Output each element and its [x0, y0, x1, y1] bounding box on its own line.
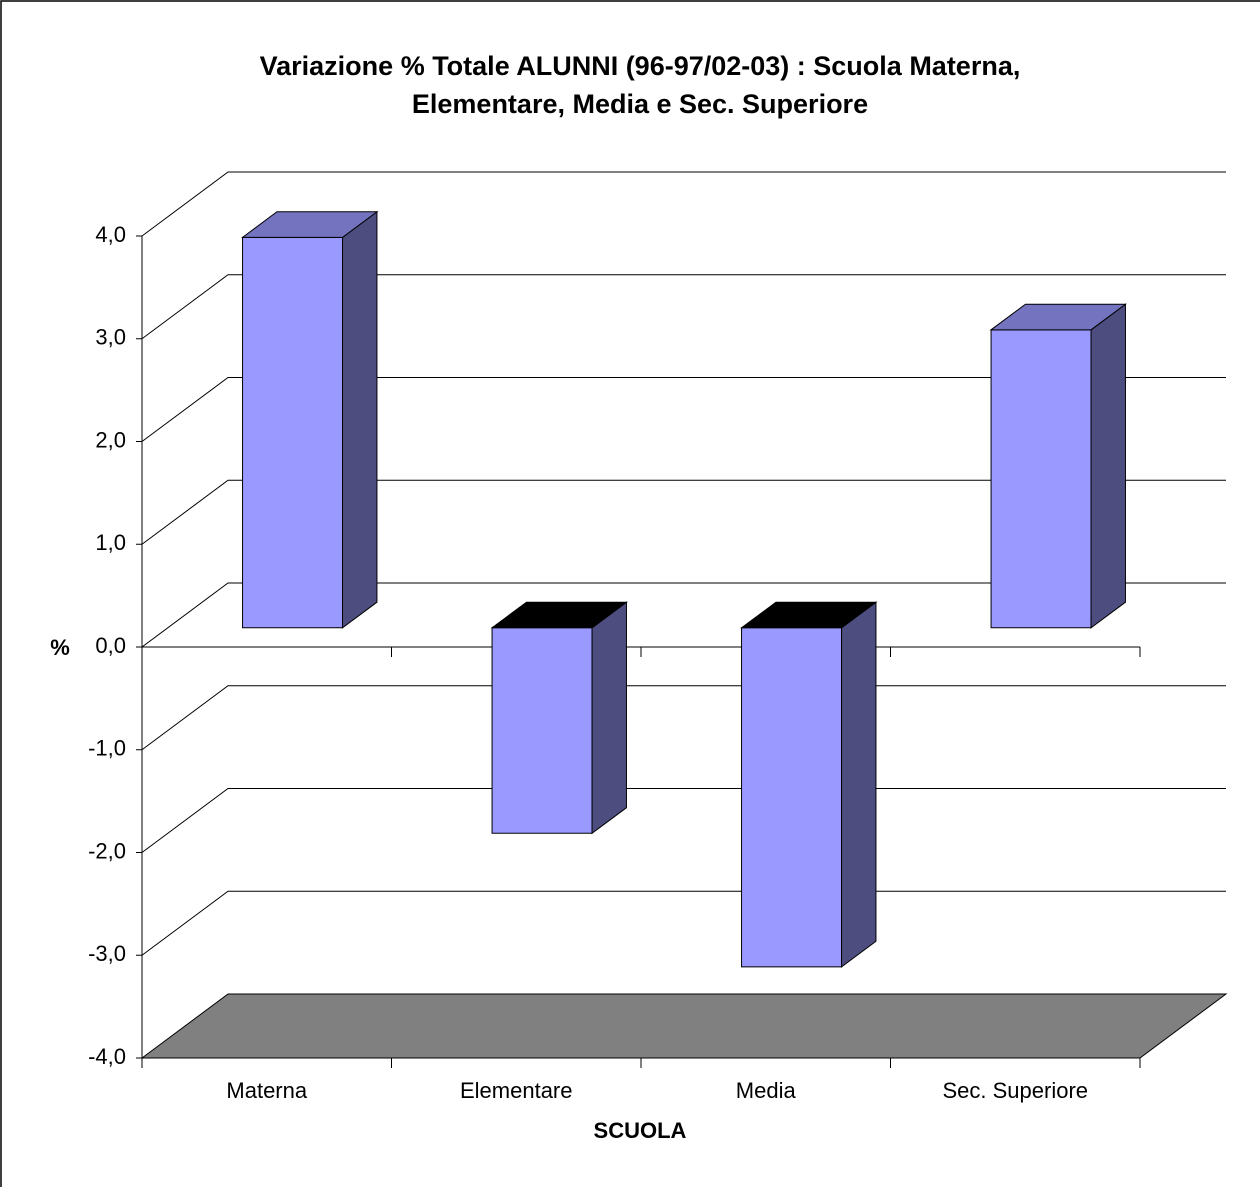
x-tick-label: Elementare — [460, 1078, 573, 1103]
y-tick-label: 4,0 — [95, 222, 126, 247]
bar-front — [491, 627, 593, 834]
y-axis-label: % — [50, 635, 70, 660]
y-tick-label: 0,0 — [95, 633, 126, 658]
bar — [490, 601, 628, 835]
bar — [241, 210, 379, 629]
bar-front — [741, 627, 843, 968]
bar-top — [490, 601, 628, 629]
y-tick-label: -2,0 — [88, 838, 126, 863]
bar-side — [1090, 303, 1126, 629]
y-tick-label: -4,0 — [88, 1044, 126, 1069]
grid-line — [141, 582, 1226, 648]
y-tick-label: -3,0 — [88, 941, 126, 966]
y-tick-label: 3,0 — [95, 325, 126, 350]
bar-front — [242, 236, 344, 629]
bar-top — [241, 211, 379, 238]
grid-line — [141, 890, 1226, 956]
bar-side — [841, 601, 877, 968]
chart-title: Variazione % Totale ALUNNI (96-97/02-03)… — [260, 51, 1021, 81]
y-tick-label: 1,0 — [95, 530, 126, 555]
chart-title: Elementare, Media e Sec. Superiore — [412, 89, 868, 119]
grid-line — [141, 274, 1226, 340]
bar-top — [740, 601, 878, 629]
x-tick-label: Media — [736, 1078, 797, 1103]
grid-line — [141, 479, 1226, 545]
x-tick-label: Sec. Superiore — [942, 1078, 1088, 1103]
grid-line — [141, 171, 1226, 237]
bar — [989, 303, 1127, 629]
bar-top — [989, 303, 1127, 331]
y-tick-label: 2,0 — [95, 427, 126, 452]
bar-side — [591, 601, 627, 835]
grid-line — [141, 788, 1226, 853]
bar — [740, 601, 878, 968]
bar-side — [342, 210, 378, 629]
grid-line — [141, 685, 1226, 751]
grid-line — [141, 377, 1226, 442]
x-tick-label: Materna — [226, 1078, 307, 1103]
y-tick-label: -1,0 — [88, 736, 126, 761]
bar-front — [990, 329, 1092, 629]
x-axis-label: SCUOLA — [594, 1118, 687, 1143]
floor — [140, 993, 1228, 1059]
